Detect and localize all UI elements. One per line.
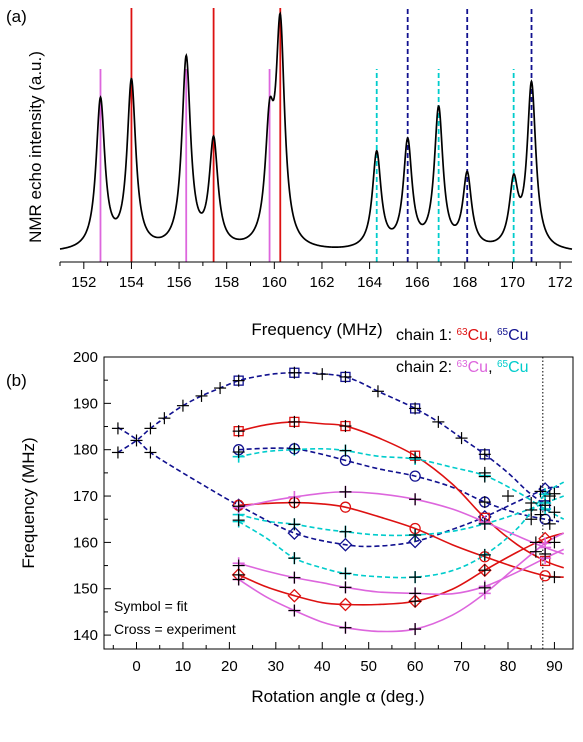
legend-chain-1-63-mass: 63 [456,327,468,338]
y-axis-label-a: NMR echo intensity (a.u.) [26,51,45,243]
x-tick-label-a: 166 [405,274,430,291]
y-tick-label-b: 180 [73,442,98,459]
x-tick-label-b: 40 [314,658,331,675]
x-axis-label-a: Frequency (MHz) [251,320,382,339]
x-tick-label-b: 10 [175,658,192,675]
x-tick-label-a: 160 [262,274,287,291]
fit-marker-5-1 [287,588,302,603]
rotation-panel: (b) 0 10 20 30 40 50 60 70 80 90 140 150 160 170 180 19… [6,327,574,706]
fit-curves [117,371,565,633]
experiment-crosses [111,366,561,636]
x-tick-label-b: 50 [360,658,377,675]
x-tick-label-a: 158 [214,274,239,291]
fit-marker-4-2 [339,501,352,513]
fit-curve-2 [238,447,560,523]
panel-a-label: (a) [6,7,27,26]
legend-chain-1-label: chain 1: [396,327,456,344]
x-tick-label-b: 80 [500,658,517,675]
fit-marker-1-3 [408,534,423,549]
x-tick-label-a: 168 [452,274,477,291]
x-tick-label-b: 90 [546,658,563,675]
y-axis-label-b: Frequency (MHz) [19,437,38,568]
y-tick-label-b: 140 [73,627,98,644]
x-tick-label-a: 172 [548,274,573,291]
fit-curve-5 [238,532,564,606]
legend-chain-2-sep: , [488,359,497,376]
fit-curve-6 [238,447,565,520]
legend: chain 1: 63Cu, 65Cu chain 2: 63Cu, 65Cu [396,327,529,377]
panel-b-label: (b) [6,371,27,390]
legend-chain-2: chain 2: 63Cu, 65Cu [396,359,529,377]
spectrum-curve [59,11,573,250]
legend-chain-2-63-element: Cu [468,359,488,376]
stick-lines [99,8,533,262]
x-tick-label-a: 152 [71,274,96,291]
legend-chain-1-sep: , [488,327,497,344]
fit-marker-4-5 [539,570,551,582]
fit-marker-1-1 [287,526,302,541]
fit-marker-5-2 [338,597,353,612]
legend-chain-1: chain 1: 63Cu, 65Cu [396,327,529,345]
x-tick-label-a: 170 [500,274,525,291]
fit-curve-1 [117,426,560,548]
x-axis-label-b: Rotation angle α (deg.) [251,687,424,706]
spectrum-panel: (a) 152 154 156 158 160 162 164 166 168 170 172 Fr… [6,7,573,339]
fit-curve-0 [117,371,546,506]
legend-chain-1-63-element: Cu [468,327,488,344]
fit-curve-3 [238,421,564,569]
frequency-axis: 152 154 156 158 160 162 164 166 168 170 172 [59,261,573,291]
fit-curve-10 [238,548,565,596]
x-tick-label-a: 156 [167,274,192,291]
legend-chain-2-label: chain 2: [396,359,456,376]
annotation-fit: Symbol = fit [114,598,188,614]
x-tick-label-b: 30 [267,658,284,675]
annotation-experiment: Cross = experiment [114,621,236,637]
fit-marker-2-3 [409,470,421,482]
x-tick-label-a: 154 [119,274,144,291]
x-tick-label-b: 60 [407,658,424,675]
fit-markers [231,367,553,636]
x-tick-label-b: 20 [221,658,238,675]
legend-chain-1-65-mass: 65 [497,327,509,338]
y-tick-label-b: 170 [73,488,98,505]
x-tick-label-a: 162 [309,274,334,291]
fit-marker-1-2 [338,537,353,552]
fit-curve-8 [238,481,565,579]
x-tick-label-b: 0 [132,658,140,675]
y-tick-label-b: 190 [73,395,98,412]
legend-chain-2-65-element: Cu [508,359,528,376]
legend-chain-2-65-mass: 65 [497,359,509,370]
x-tick-label-b: 70 [453,658,470,675]
legend-chain-1-65-element: Cu [508,327,528,344]
y-tick-label-b: 150 [73,581,98,598]
x-tick-label-a: 164 [357,274,382,291]
y-tick-label-b: 160 [73,534,98,551]
axes: 0 10 20 30 40 50 60 70 80 90 140 150 160 170 180 190 200 [73,349,563,675]
y-tick-label-b: 200 [73,349,98,366]
plot-frame [103,356,574,650]
legend-chain-2-63-mass: 63 [456,359,468,370]
fit-curve-11 [238,532,565,633]
